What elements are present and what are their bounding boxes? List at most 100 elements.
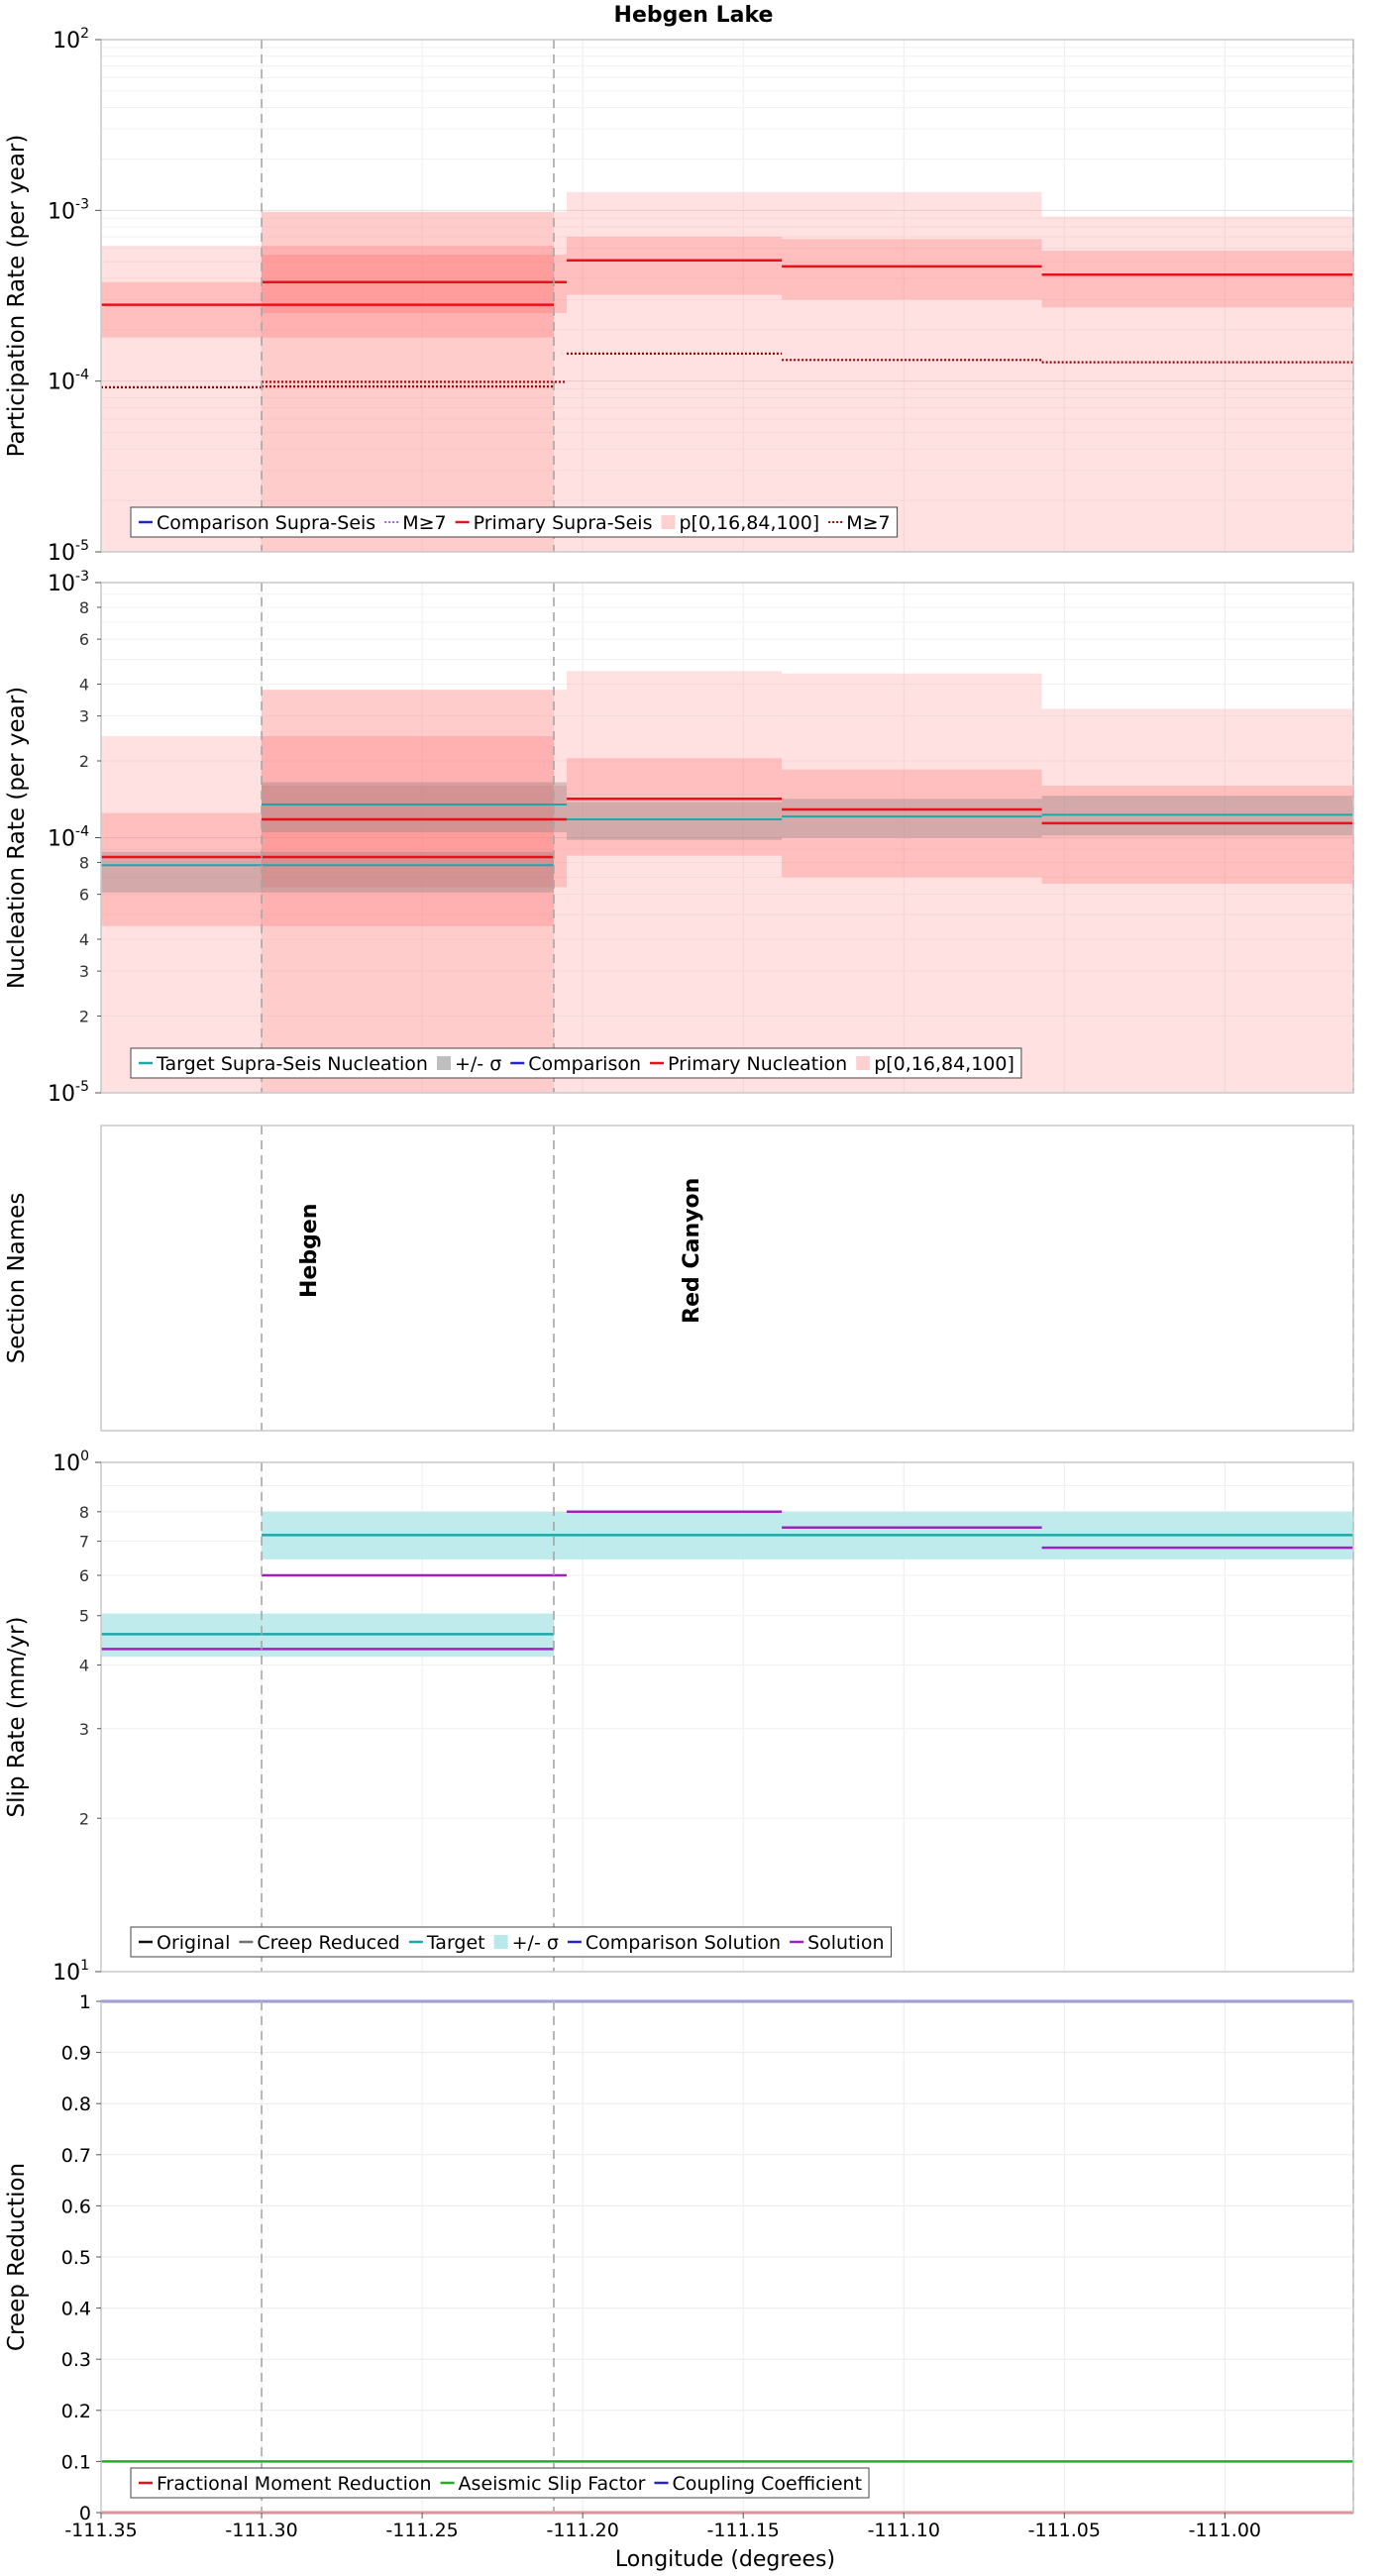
legend-swatch	[661, 515, 676, 529]
y-minor-tick-label: 3	[79, 1720, 89, 1739]
chart-title: Hebgen Lake	[614, 3, 774, 28]
y-tick-label: 101	[53, 1958, 89, 1986]
p0-p100-band	[262, 690, 567, 1093]
p16-p84-band	[262, 246, 554, 338]
panel-frame	[100, 39, 1354, 553]
panel-participation: 10-5 10-4 10-3 102 Participation Rate (per y…	[4, 26, 1354, 566]
legend-item: Primary Supra-Seis	[455, 512, 653, 534]
legend-label: Comparison	[528, 1053, 641, 1075]
p16-p84-band	[1041, 251, 1353, 308]
y-tick-label: 0.7	[61, 2145, 91, 2167]
panel-frame	[100, 1125, 1354, 1432]
p0-p100-band	[1041, 216, 1353, 552]
legend-box	[130, 2467, 870, 2499]
panel-nucleation: 10-5 10-4 10-3 2 3 4 6 8 2 3 4 6 8 Nucleation Rate (p…	[4, 569, 1354, 1107]
x-tick-label: -111.00	[1189, 2520, 1261, 2541]
sigma-band	[101, 851, 263, 893]
y-tick-label: 0.8	[61, 2093, 91, 2115]
p0-p100-band	[1041, 708, 1353, 1093]
y-tick-label: 10-4	[48, 824, 89, 852]
panel-slip: 101 100 2 3 4 5 6 7 8 Slip Rate (mm/yr) Original Cr…	[4, 1449, 1354, 1986]
y-minor-tick-label: 4	[79, 930, 89, 949]
legend-swatch	[493, 1935, 508, 1949]
x-tick-label: -111.25	[385, 2520, 458, 2541]
legend-label: p[0,16,84,100]	[874, 1053, 1014, 1075]
y-tick-label: 0.4	[61, 2299, 91, 2320]
y-minor-tick-label: 7	[79, 1533, 89, 1552]
x-tick-label: -111.30	[225, 2520, 297, 2541]
x-tick-label: -111.20	[546, 2520, 618, 2541]
y-minor-tick-label: 6	[79, 886, 89, 905]
y-tick-label: 0	[79, 2503, 91, 2524]
p0-p100-band	[566, 191, 783, 552]
p0-p100-band	[782, 673, 1042, 1093]
y-axis-label: Nucleation Rate (per year)	[4, 687, 30, 989]
legend-item: Creep Reduced	[239, 1932, 400, 1954]
legend-item: Comparison	[510, 1053, 641, 1075]
y-tick-label: 0.9	[61, 2043, 91, 2065]
legend-label: Original	[157, 1932, 230, 1954]
x-tick-label: -111.15	[707, 2520, 780, 2541]
y-tick-label: 10-5	[48, 538, 89, 566]
legend-label: Primary Supra-Seis	[474, 512, 653, 534]
legend-label: Primary Nucleation	[668, 1053, 847, 1075]
legend-item: Solution	[790, 1932, 885, 1954]
panel-frame	[100, 1461, 1354, 1973]
y-minor-tick-label: 8	[79, 853, 89, 872]
legend-box	[130, 1047, 1022, 1079]
p16-p84-band	[782, 769, 1042, 878]
legend-item: M≥7	[828, 512, 891, 534]
legend-label: Solution	[807, 1932, 884, 1954]
legend-item: Comparison Supra-Seis	[139, 512, 375, 534]
legend-item: M≥7	[384, 512, 447, 534]
y-tick-label: 0.2	[61, 2401, 91, 2422]
legend-item: Comparison Solution	[567, 1932, 781, 1954]
y-tick-label: 10-3	[48, 196, 89, 224]
x-tick-label: -111.35	[64, 2520, 137, 2541]
y-tick-label: 100	[53, 1449, 89, 1476]
legend-item: +/- σ	[493, 1932, 559, 1954]
y-tick-label: 10-5	[48, 1079, 89, 1107]
p0-p100-band	[262, 690, 554, 1093]
legend-swatch	[856, 1056, 871, 1070]
y-minor-tick-label: 2	[79, 1007, 89, 1025]
y-tick-label: 10-4	[48, 368, 89, 395]
section-name-label: Red Canyon	[680, 1178, 704, 1324]
legend-label: Aseismic Slip Factor	[459, 2473, 646, 2495]
legend-label: M≥7	[846, 512, 890, 534]
p16-p84-band	[101, 281, 263, 338]
y-tick-label: 0.6	[61, 2196, 91, 2217]
p16-p84-band	[262, 255, 567, 314]
legend-label: Target Supra-Seis Nucleation	[156, 1053, 428, 1075]
legend-box	[130, 1926, 892, 1958]
legend-label: Comparison Solution	[586, 1932, 781, 1954]
x-axis-label: Longitude (degrees)	[615, 2547, 835, 2572]
y-tick-label: 10-3	[48, 569, 89, 596]
legend-label: Target	[426, 1932, 485, 1954]
x-axis: -111.35 -111.30 -111.25 -111.20 -111.15 -111.…	[64, 2513, 1261, 2541]
legend-item: Target	[408, 1932, 485, 1954]
y-tick-label: 0.5	[61, 2247, 91, 2269]
legend-item: Primary Nucleation	[650, 1053, 847, 1075]
y-minor-tick-label: 4	[79, 1657, 89, 1675]
p0-p100-band	[101, 736, 263, 1093]
y-minor-tick-label: 4	[79, 675, 89, 694]
y-tick-label: 0.3	[61, 2349, 91, 2371]
y-minor-tick-label: 8	[79, 598, 89, 617]
y-axis-label: Section Names	[4, 1193, 30, 1364]
sigma-band	[262, 782, 567, 833]
p0-p100-band	[101, 246, 263, 553]
p0-p100-band	[566, 671, 783, 1093]
legend-item: Target Supra-Seis Nucleation	[139, 1053, 428, 1075]
p16-p84-band	[262, 736, 554, 926]
legend-item: p[0,16,84,100]	[856, 1053, 1014, 1075]
y-minor-tick-label: 6	[79, 1566, 89, 1585]
p16-p84-band	[101, 812, 263, 926]
legend-label: p[0,16,84,100]	[679, 512, 819, 534]
panel-sections: Hebgen Red Canyon Section Names	[4, 1125, 1354, 1432]
y-minor-tick-label: 6	[79, 630, 89, 649]
legend-item: p[0,16,84,100]	[661, 512, 819, 534]
y-minor-tick-label: 2	[79, 752, 89, 771]
y-axis-label: Creep Reduction	[4, 2163, 30, 2351]
p16-p84-band	[782, 239, 1042, 300]
